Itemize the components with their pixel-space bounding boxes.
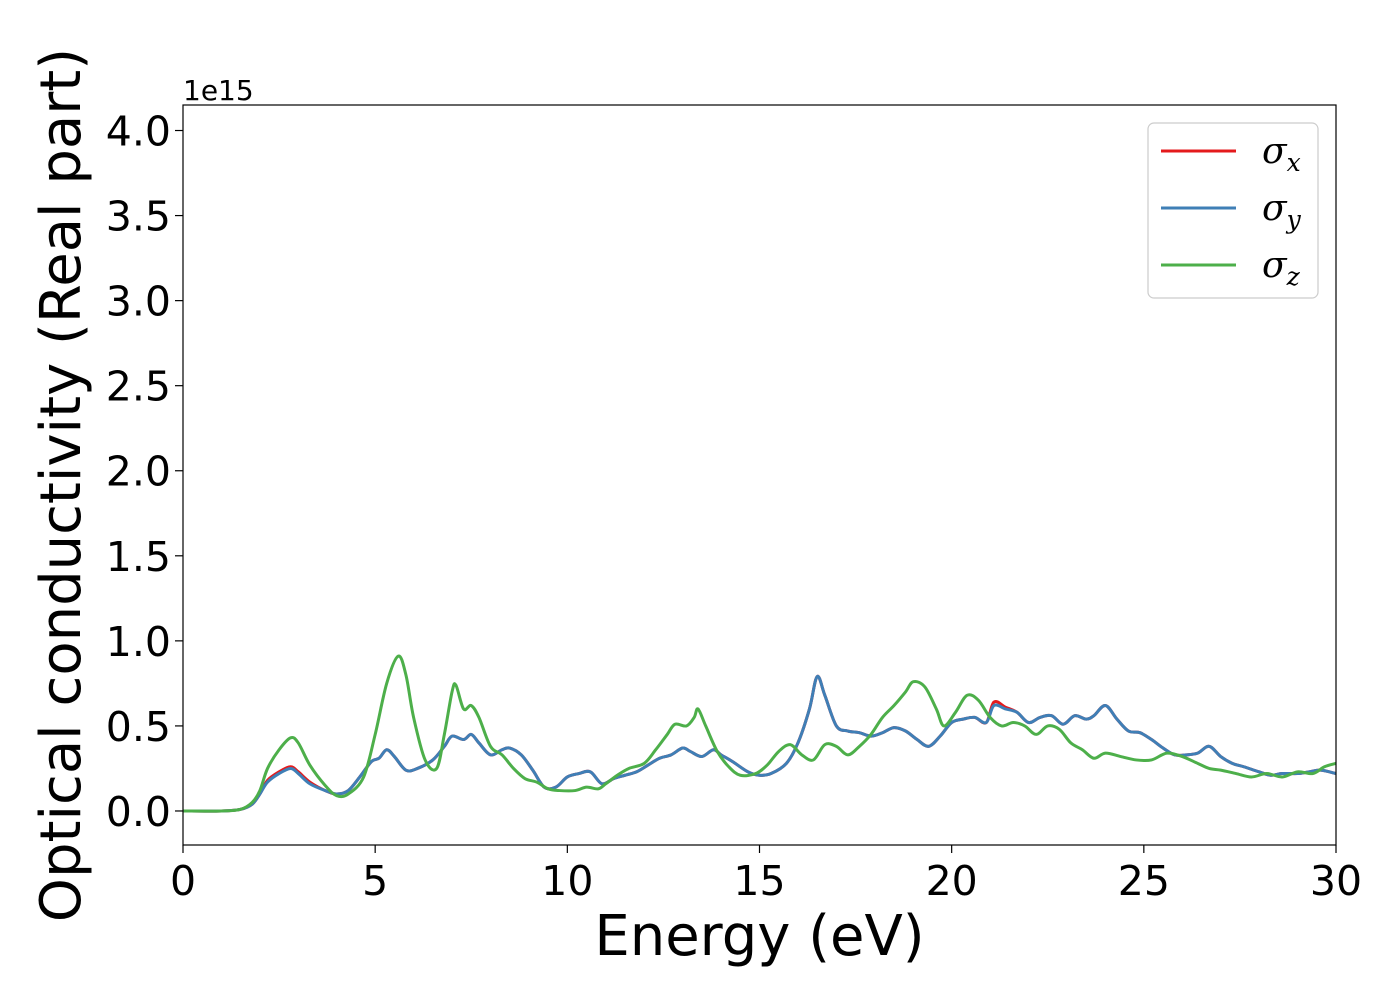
series-line-x bbox=[183, 674, 1336, 813]
y-tick-label: 4.0 bbox=[106, 108, 171, 156]
y-tick-label: 1.5 bbox=[106, 533, 171, 581]
y-tick-label: 1.0 bbox=[106, 618, 171, 666]
legend-subscript: x bbox=[1287, 148, 1301, 177]
series-line-y bbox=[183, 674, 1336, 813]
plot-area bbox=[183, 654, 1336, 813]
x-tick-label: 15 bbox=[733, 857, 785, 905]
y-tick-label: 0.5 bbox=[106, 703, 171, 751]
y-tick-label: 2.0 bbox=[106, 448, 171, 496]
x-tick-label: 5 bbox=[362, 857, 388, 905]
x-tick-label: 25 bbox=[1118, 857, 1170, 905]
y-axis-title: Optical conductivity (Real part) bbox=[29, 48, 94, 922]
legend-subscript: z bbox=[1286, 262, 1301, 291]
axes: 0 5 10 15 20 25 30 0.0 0.5 1.0 1.5 2.0 2.5 3.0 3.5 4.0 bbox=[106, 104, 1362, 905]
y-tick-label: 2.5 bbox=[106, 363, 171, 411]
series-line-z bbox=[183, 654, 1336, 813]
y-tick-label: 0.0 bbox=[106, 788, 171, 836]
series-lines bbox=[183, 654, 1336, 813]
x-axis-title: Energy (eV) bbox=[594, 904, 924, 969]
y-axis-offset-label: 1e15 bbox=[183, 74, 254, 107]
x-tick-label: 20 bbox=[926, 857, 978, 905]
legend-box bbox=[1147, 122, 1319, 299]
x-tick-label: 10 bbox=[541, 857, 593, 905]
legend-subscript: y bbox=[1286, 205, 1302, 234]
x-tick-label: 30 bbox=[1310, 857, 1362, 905]
y-tick-label: 3.0 bbox=[106, 278, 171, 326]
y-tick-label: 3.5 bbox=[106, 193, 171, 241]
x-tick-label: 0 bbox=[170, 857, 196, 905]
